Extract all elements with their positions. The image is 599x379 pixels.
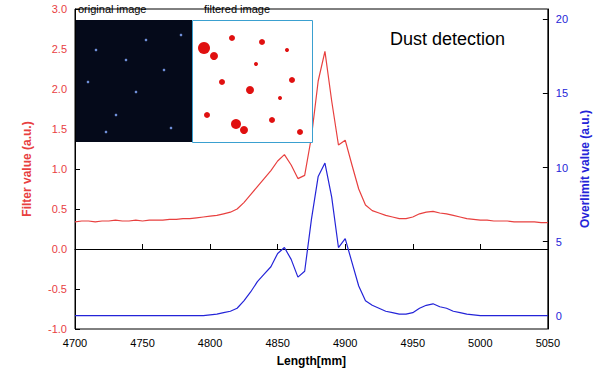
svg-text:4900: 4900 [333,337,357,349]
svg-text:0.5: 0.5 [52,203,67,215]
svg-text:Filter value (a.u.): Filter value (a.u.) [20,121,34,216]
svg-text:Dust detection: Dust detection [390,29,505,49]
svg-text:5050: 5050 [536,337,560,349]
svg-text:1.5: 1.5 [52,123,67,135]
svg-text:4750: 4750 [130,337,154,349]
svg-text:0: 0 [556,310,562,322]
svg-text:4800: 4800 [198,337,222,349]
svg-text:1.0: 1.0 [52,163,67,175]
svg-text:5: 5 [556,236,562,248]
svg-text:Overlimit value (a.u.): Overlimit value (a.u.) [578,110,592,228]
svg-text:original image: original image [78,3,146,15]
svg-text:filtered image: filtered image [204,3,270,15]
svg-text:20: 20 [556,13,568,25]
svg-text:2.0: 2.0 [52,83,67,95]
svg-text:4950: 4950 [401,337,425,349]
svg-text:-1.0: -1.0 [48,323,67,335]
svg-text:-0.5: -0.5 [48,283,67,295]
svg-text:4850: 4850 [265,337,289,349]
svg-text:3.0: 3.0 [52,3,67,15]
svg-text:4700: 4700 [63,337,87,349]
svg-text:10: 10 [556,162,568,174]
svg-text:15: 15 [556,87,568,99]
svg-text:0.0: 0.0 [52,243,67,255]
svg-text:Length[mm]: Length[mm] [277,354,346,368]
svg-text:2.5: 2.5 [52,43,67,55]
svg-text:5000: 5000 [468,337,492,349]
